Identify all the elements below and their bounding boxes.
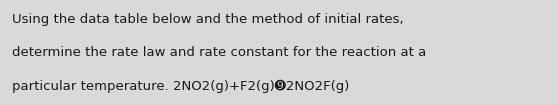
Text: particular temperature. 2NO2(g)+F2(g)➒2NO2F(g): particular temperature. 2NO2(g)+F2(g)➒2N… <box>12 80 350 93</box>
Text: determine the rate law and rate constant for the reaction at a: determine the rate law and rate constant… <box>12 46 426 59</box>
Text: Using the data table below and the method of initial rates,: Using the data table below and the metho… <box>12 13 404 26</box>
